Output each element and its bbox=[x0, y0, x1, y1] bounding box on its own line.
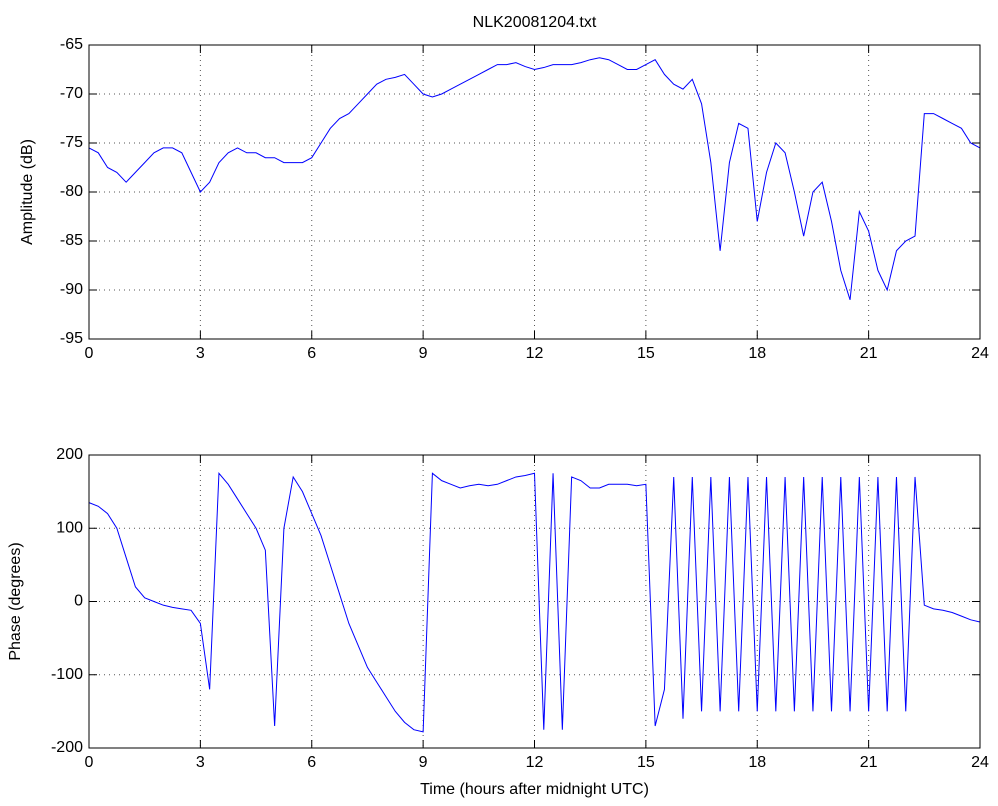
x-tick-label: 0 bbox=[85, 754, 94, 771]
x-tick-label: 12 bbox=[526, 754, 544, 771]
x-tick-label: 21 bbox=[860, 345, 878, 362]
x-tick-label: 6 bbox=[307, 754, 316, 771]
x-tick-label: 15 bbox=[637, 754, 655, 771]
chart-title: NLK20081204.txt bbox=[473, 14, 597, 31]
axes-frame bbox=[88, 44, 981, 340]
x-tick-label: 3 bbox=[196, 754, 205, 771]
x-tick-label: 24 bbox=[971, 754, 989, 771]
data-line bbox=[88, 57, 981, 300]
y-tick-label: -85 bbox=[60, 232, 83, 249]
y-tick-label: -70 bbox=[60, 85, 83, 102]
y-tick-label: -200 bbox=[51, 739, 83, 756]
x-tick-label: 12 bbox=[526, 345, 544, 362]
y-tick-label: -65 bbox=[60, 36, 83, 53]
x-tick-label: 6 bbox=[307, 345, 316, 362]
axes-frame bbox=[88, 454, 981, 749]
x-tick-label: 21 bbox=[860, 754, 878, 771]
y-tick-label: 200 bbox=[56, 446, 83, 463]
x-tick-label: 9 bbox=[419, 345, 428, 362]
y-axis-label: Phase (degrees) bbox=[7, 542, 24, 660]
x-tick-label: 18 bbox=[748, 345, 766, 362]
x-tick-label: 15 bbox=[637, 345, 655, 362]
x-tick-label: 18 bbox=[748, 754, 766, 771]
x-tick-label: 9 bbox=[419, 754, 428, 771]
y-tick-label: -90 bbox=[60, 281, 83, 298]
x-tick-label: 0 bbox=[85, 345, 94, 362]
x-tick-label: 24 bbox=[971, 345, 989, 362]
y-tick-label: 100 bbox=[56, 519, 83, 536]
x-axis-label: Time (hours after midnight UTC) bbox=[420, 781, 649, 798]
y-tick-label: 0 bbox=[74, 593, 83, 610]
y-tick-label: -80 bbox=[60, 183, 83, 200]
y-tick-label: -95 bbox=[60, 330, 83, 347]
x-tick-label: 3 bbox=[196, 345, 205, 362]
y-tick-label: -75 bbox=[60, 134, 83, 151]
y-axis-label: Amplitude (dB) bbox=[19, 139, 36, 245]
y-tick-label: -100 bbox=[51, 666, 83, 683]
data-line bbox=[88, 472, 981, 733]
